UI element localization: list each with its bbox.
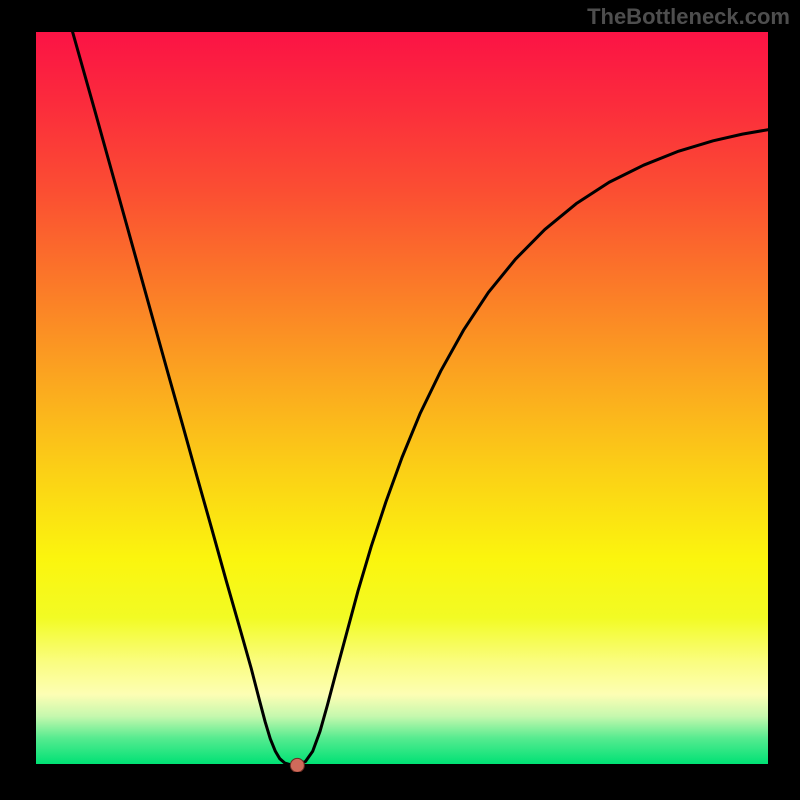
bottleneck-curve bbox=[73, 32, 768, 765]
plot-area bbox=[36, 32, 768, 772]
marker-dot bbox=[290, 758, 304, 772]
curve-layer bbox=[36, 32, 768, 772]
watermark-text: TheBottleneck.com bbox=[587, 4, 790, 30]
